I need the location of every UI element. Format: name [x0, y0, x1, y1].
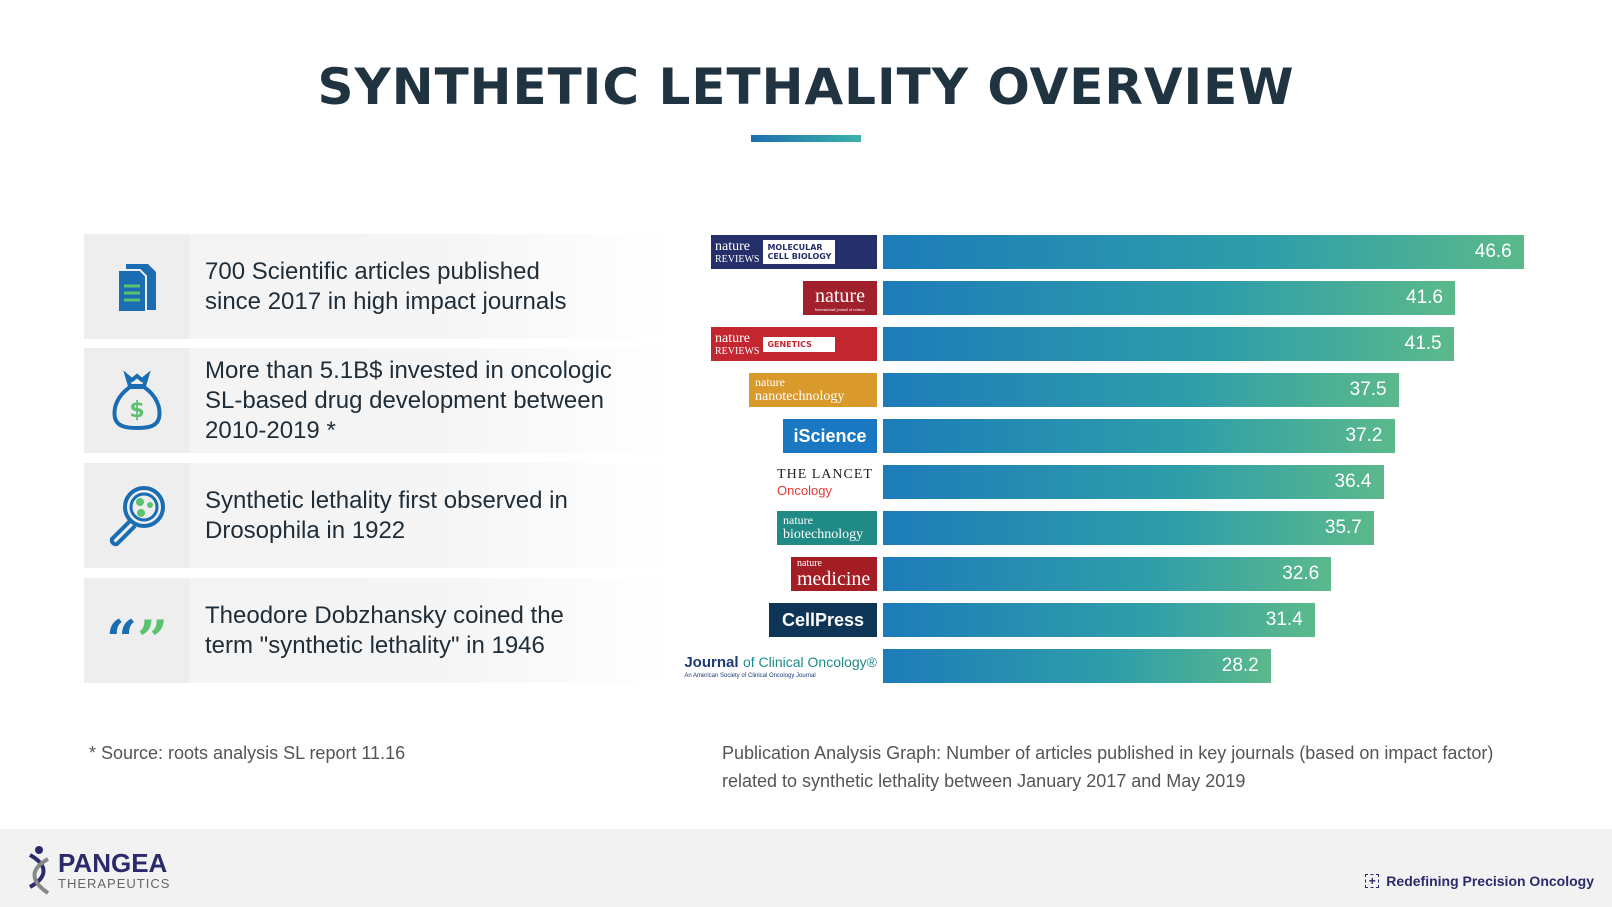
- fact-text: Synthetic lethality first observed in Dr…: [205, 486, 568, 544]
- journal-logo: nature REVIEWS GENETICS: [711, 327, 877, 361]
- crosshair-icon: +: [1365, 874, 1380, 888]
- journal-logo: nature biotechnology: [777, 511, 877, 545]
- bar: 41.6: [883, 281, 1455, 315]
- logo-text: medicine: [797, 567, 871, 590]
- bar: 32.6: [883, 557, 1332, 591]
- bar-value-label: 37.5: [1349, 379, 1387, 400]
- fact-text: 700 Scientific articles published since …: [205, 257, 567, 315]
- brand-name: PANGEA: [58, 848, 168, 878]
- bar-value-label: 46.6: [1474, 241, 1512, 262]
- bar-value-label: 31.4: [1265, 609, 1303, 630]
- journal-logo: nature nanotechnology: [749, 373, 877, 407]
- journal-logo: CellPress: [769, 603, 877, 637]
- bar-value-label: 32.6: [1282, 563, 1320, 584]
- fact-text: Theodore Dobzhansky coined the term "syn…: [205, 601, 564, 659]
- fact-card-investment: $ More than 5.1B$ invested in oncologic …: [84, 348, 674, 453]
- bar: 37.5: [883, 373, 1399, 407]
- logo-text: An American Society of Clinical Oncology…: [684, 672, 816, 679]
- fact-card-dobzhansky: “” Theodore Dobzhansky coined the term "…: [84, 578, 674, 683]
- logo-text: nature: [715, 238, 750, 254]
- chart-caption-line1: Publication Analysis Graph: Number of ar…: [722, 743, 1494, 763]
- journal-logo: nature REVIEWS MOLECULAR CELL BIOLOGY: [711, 235, 877, 269]
- logo-text: CellPress: [781, 610, 865, 630]
- source-note: * Source: roots analysis SL report 11.16: [89, 743, 406, 763]
- bar-value-label: 28.2: [1221, 655, 1259, 676]
- journal-logo: THE LANCET Oncology: [773, 465, 877, 499]
- dna-person-icon: [28, 846, 50, 895]
- bar-value-label: 41.6: [1406, 287, 1443, 308]
- bar-value-label: 36.4: [1334, 471, 1372, 492]
- bar: 46.6: [883, 235, 1524, 269]
- logo-text: iScience: [793, 426, 867, 446]
- bar: 35.7: [883, 511, 1374, 545]
- bar: 37.2: [883, 419, 1395, 453]
- page-title: SYNTHETIC LETHALITY OVERVIEW: [317, 58, 1295, 116]
- fact-card-articles: 700 Scientific articles published since …: [84, 234, 674, 339]
- bar-value-label: 35.7: [1324, 517, 1362, 538]
- logo-text: nature: [815, 284, 865, 307]
- logo-text: THE LANCET: [777, 466, 873, 482]
- logo-text: REVIEWS: [715, 253, 760, 265]
- logo-text: International journal of science: [815, 306, 865, 312]
- money-bag-icon: $: [84, 348, 190, 453]
- quote-icon: “”: [84, 578, 190, 683]
- logo-text: nature: [797, 557, 822, 569]
- brand-subtitle: THERAPEUTICS: [58, 876, 171, 891]
- fact-text: More than 5.1B$ invested in oncologic SL…: [205, 356, 612, 444]
- svg-text:$: $: [129, 398, 144, 423]
- tagline-text: Redefining Precision Oncology: [1386, 873, 1594, 889]
- journal-logo: nature medicine: [791, 557, 877, 591]
- bar-value-label: 37.2: [1345, 425, 1383, 446]
- logo-text: nature: [715, 330, 750, 346]
- logo-text: REVIEWS: [715, 345, 760, 357]
- logo-text: nature: [755, 375, 785, 389]
- bar: 28.2: [883, 649, 1271, 683]
- bar-value-label: 41.5: [1404, 333, 1442, 354]
- logo-text: Journal: [684, 653, 739, 671]
- document-icon: [84, 234, 190, 339]
- journal-logo: Journal of Clinical Oncology® An American…: [671, 649, 877, 683]
- logo-text: nature: [783, 513, 813, 527]
- footer: PANGEA THERAPEUTICS + Redefining Precisi…: [0, 829, 1612, 907]
- journal-logo: iScience: [783, 419, 877, 453]
- bar: 31.4: [883, 603, 1315, 637]
- fact-card-drosophila: Synthetic lethality first observed in Dr…: [84, 463, 674, 568]
- pangea-logo: PANGEA THERAPEUTICS: [22, 845, 170, 897]
- logo-text: nanotechnology: [755, 389, 845, 404]
- logo-text: GENETICS: [767, 339, 812, 349]
- magnifier-icon: [84, 463, 190, 568]
- chart-caption-line2: related to synthetic lethality between J…: [722, 771, 1246, 791]
- logo-text: Oncology: [777, 482, 832, 498]
- bar: 36.4: [883, 465, 1384, 499]
- bar: 41.5: [883, 327, 1454, 361]
- tagline: + Redefining Precision Oncology: [1365, 873, 1594, 889]
- logo-text: of Clinical Oncology®: [742, 653, 877, 670]
- journal-logo: nature International journal of science: [803, 281, 877, 315]
- title-underline: [751, 135, 861, 142]
- logo-text: MOLECULAR CELL BIOLOGY: [767, 243, 832, 261]
- logo-text: biotechnology: [783, 527, 864, 542]
